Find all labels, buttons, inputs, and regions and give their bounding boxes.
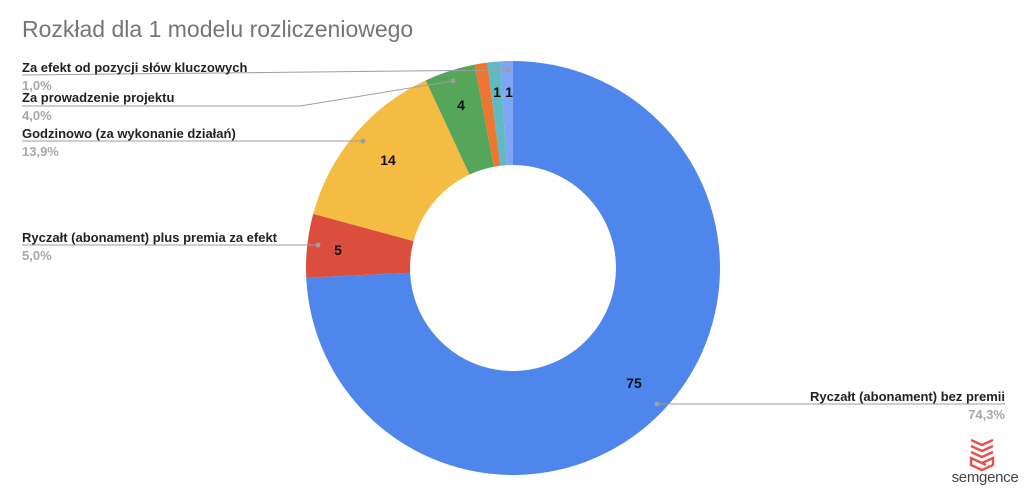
percent-za-prowadzenie: 4,0%	[22, 108, 52, 123]
label-godzinowo: Godzinowo (za wykonanie działań)	[22, 126, 236, 141]
leader-dots	[315, 67, 660, 407]
slice-value-label: 1	[505, 84, 513, 100]
semgence-logo-icon	[969, 438, 995, 472]
slice-value-label: 4	[457, 97, 465, 113]
slice-value-label: 75	[626, 375, 642, 391]
donut-slices	[306, 61, 720, 475]
donut-slice	[500, 61, 513, 166]
label-za-prowadzenie: Za prowadzenie projektu	[22, 90, 175, 105]
donut-slice	[306, 61, 720, 475]
percent-za-efekt: 1,0%	[22, 78, 52, 93]
percent-ryczalt-plus-premia: 5,0%	[22, 248, 52, 263]
donut-slice	[313, 80, 470, 242]
leader-line-slice-3	[22, 80, 454, 107]
slice-value-label: 5	[334, 242, 342, 258]
donut-slice	[306, 213, 414, 278]
leader-line-slice-6	[21, 69, 509, 76]
donut-slice	[474, 62, 501, 167]
donut-slice	[425, 64, 494, 175]
donut-slice	[487, 61, 507, 166]
slice-value-labels: 75 5 14 4 1 1	[334, 84, 642, 391]
label-ryczalt-bez-premii: Ryczałt (abonament) bez premii	[809, 389, 1005, 404]
percent-godzinowo: 13,9%	[22, 144, 59, 159]
slice-value-label: 14	[380, 152, 396, 168]
slice-value-label: 1	[493, 84, 501, 100]
brand-name: semgence	[951, 469, 1019, 486]
percent-ryczalt-bez-premii: 74,3%	[968, 407, 1005, 422]
label-ryczalt-plus-premia: Ryczałt (abonament) plus premia za efekt	[22, 230, 278, 245]
chart-title: Rozkład dla 1 modelu rozliczeniowego	[22, 16, 414, 42]
label-za-efekt: Za efekt od pozycji słów kluczowych	[22, 60, 248, 75]
leader-lines	[21, 69, 1005, 405]
